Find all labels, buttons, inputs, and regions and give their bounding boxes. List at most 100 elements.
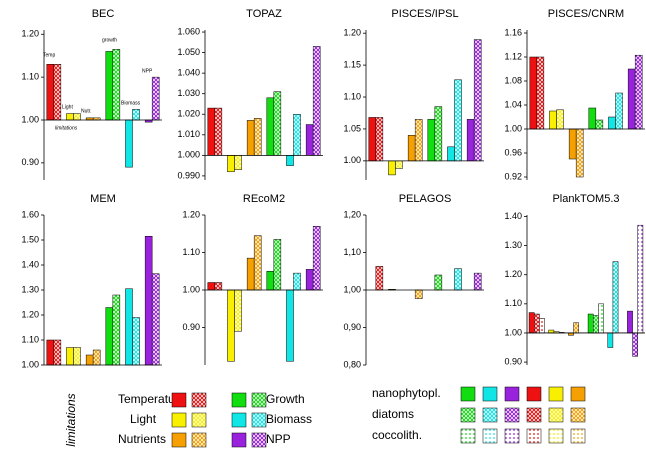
- y-tick-label: 1.060: [177, 26, 200, 36]
- legend-swatch: [251, 432, 267, 448]
- bar: [466, 119, 475, 162]
- legend-label: nanophytopl.: [372, 386, 441, 400]
- y-tick-label: 1.12: [504, 51, 522, 61]
- y-tick-label: 1.10: [21, 72, 39, 82]
- bar: [214, 107, 223, 156]
- bar: [608, 116, 616, 130]
- legend-swatch: [482, 407, 498, 423]
- legend-swatch: [231, 412, 247, 428]
- bar: [595, 119, 604, 130]
- panel-title: PISCES/IPSL: [391, 8, 458, 20]
- y-tick-label: 1.40: [21, 259, 39, 269]
- y-tick-label: 1.20: [343, 28, 361, 38]
- legend-label: Growth: [266, 392, 305, 406]
- y-tick-label: 1.05: [343, 123, 361, 133]
- bec-annotations: Temp Light Nutr. growth Biomass NPP limi…: [43, 37, 153, 131]
- bar: [144, 236, 153, 366]
- bar: [273, 239, 282, 291]
- y-tick-label: 1.00: [21, 359, 39, 369]
- bar: [528, 312, 535, 334]
- y-tick-label: 1.20: [504, 269, 522, 279]
- bar: [85, 354, 94, 366]
- bar: [207, 107, 216, 156]
- legend-swatch: [482, 386, 498, 402]
- bar: [253, 235, 262, 291]
- bar: [388, 160, 396, 176]
- bar: [473, 39, 482, 162]
- bar: [246, 120, 255, 156]
- legend-swatch: [460, 407, 476, 423]
- legend-swatch: [251, 392, 267, 408]
- y-tick-label: 1.030: [177, 88, 200, 98]
- bar: [312, 46, 321, 156]
- y-tick-label: 1.15: [343, 59, 361, 69]
- bar: [632, 332, 639, 357]
- y-tick-label: 0.96: [504, 147, 522, 157]
- bar: [407, 135, 416, 162]
- legend-swatch: [171, 392, 187, 408]
- panel-title: PlankTOM5.3: [552, 193, 619, 205]
- legend-swatch: [482, 428, 498, 444]
- panel-title: PELAGOS: [399, 193, 452, 205]
- legend-swatch: [251, 412, 267, 428]
- bar: [637, 224, 644, 334]
- bar: [286, 155, 294, 166]
- y-tick-label: 1.50: [21, 234, 39, 244]
- bar: [105, 307, 114, 366]
- y-tick-label: 1.00: [21, 114, 39, 124]
- y-tick-label: 1.00: [504, 327, 522, 337]
- bar: [575, 128, 584, 178]
- y-tick-label: 0.92: [504, 171, 522, 181]
- legend-title: limitations: [64, 393, 78, 446]
- legend-swatch: [504, 428, 520, 444]
- y-tick-label: 1.20: [182, 209, 200, 219]
- legend-swatch: [191, 432, 207, 448]
- y-tick-label: 1.20: [21, 309, 39, 319]
- bar: [529, 56, 538, 130]
- legend-swatch: [504, 386, 520, 402]
- legend-label: Temperature: [118, 392, 186, 406]
- y-tick-label: 0.990: [177, 170, 200, 180]
- legend-label: Biomass: [266, 412, 312, 426]
- bar: [375, 266, 384, 291]
- bar: [246, 257, 255, 291]
- annotation: NPP: [142, 68, 153, 74]
- legend-swatch: [191, 412, 207, 428]
- bar: [73, 113, 81, 121]
- annotation: Nutr.: [81, 108, 92, 114]
- panel-title: MEM: [90, 193, 116, 205]
- bar: [447, 146, 455, 162]
- y-tick-label: 0.90: [182, 322, 200, 332]
- bar: [634, 54, 643, 130]
- bar: [73, 347, 81, 366]
- bar: [454, 268, 462, 291]
- bar: [414, 289, 423, 299]
- bar: [132, 317, 140, 366]
- bar: [92, 349, 101, 366]
- bar: [46, 339, 55, 366]
- legend-swatch: [191, 392, 207, 408]
- y-tick-label: 1.10: [182, 247, 200, 257]
- bar: [151, 76, 160, 121]
- y-tick-label: 1.00: [343, 155, 361, 165]
- y-tick-label: 1.050: [177, 47, 200, 57]
- bar: [112, 49, 121, 121]
- bar: [548, 329, 555, 334]
- y-tick-label: 1.08: [504, 75, 522, 85]
- legend-label: coccolith.: [372, 428, 422, 442]
- bar: [587, 313, 594, 334]
- bar: [286, 289, 294, 362]
- bar: [368, 117, 377, 162]
- bar: [105, 51, 114, 121]
- annotation: Light: [62, 104, 73, 110]
- bar: [549, 110, 557, 130]
- y-tick-label: 1.00: [182, 284, 200, 294]
- annotation: limitations: [55, 125, 78, 131]
- y-tick-label: 1.000: [177, 150, 200, 160]
- bar: [66, 113, 74, 121]
- y-tick-label: 1.16: [504, 27, 522, 37]
- bar: [227, 289, 235, 362]
- bar: [607, 332, 614, 348]
- bar: [612, 261, 619, 334]
- y-tick-label: 1,00: [343, 284, 361, 294]
